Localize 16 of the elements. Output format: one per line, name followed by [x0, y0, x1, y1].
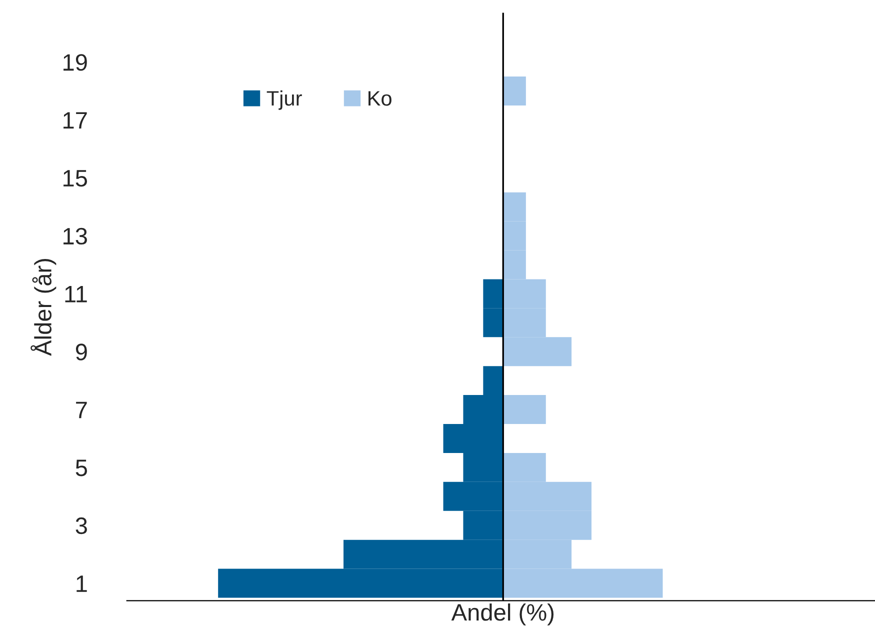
legend-label: Ko [368, 91, 392, 106]
y-tick-label: 17 [64, 112, 87, 128]
y-tick-label: 11 [65, 286, 87, 302]
y-tick-label: 19 [64, 54, 87, 71]
y-tick-label: 5 [76, 460, 87, 476]
y-tick-label: 13 [64, 228, 87, 245]
y-axis-title: Ålder (år) [30, 258, 56, 356]
y-tick-label: 1 [76, 576, 87, 592]
y-tick-label: 15 [64, 170, 87, 187]
legend-label: Tjur [266, 90, 302, 110]
x-axis-title: Andel (%) [451, 603, 554, 626]
bar [503, 76, 526, 106]
y-tick-label: 7 [76, 402, 87, 418]
y-tick-label: 3 [76, 517, 87, 534]
y-tick-label: 9 [76, 344, 87, 360]
bar [503, 395, 546, 424]
